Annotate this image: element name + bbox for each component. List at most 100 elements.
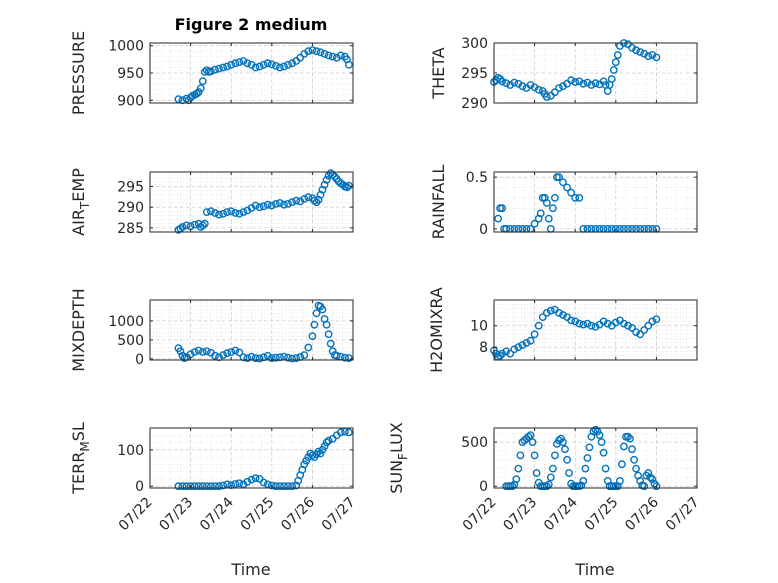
- axes-box: [493, 299, 698, 361]
- data-point: [328, 52, 337, 61]
- data-point: [498, 204, 506, 213]
- data-point: [251, 63, 260, 72]
- data-point: [632, 464, 640, 473]
- data-point: [275, 199, 284, 207]
- data-point: [219, 63, 228, 72]
- data-point: [640, 482, 649, 491]
- data-point: [506, 349, 515, 358]
- data-point: [292, 481, 301, 490]
- data-point: [555, 436, 563, 445]
- data-point: [571, 78, 580, 86]
- data-point: [259, 202, 268, 211]
- data-point: [174, 95, 183, 104]
- data-point: [259, 60, 268, 69]
- data-point: [202, 208, 211, 217]
- data-point: [211, 351, 219, 360]
- data-point: [304, 47, 313, 56]
- data-point: [508, 482, 517, 491]
- data-point: [494, 214, 502, 223]
- data-point: [502, 79, 511, 88]
- data-point: [196, 84, 205, 93]
- data-point: [567, 76, 575, 85]
- data-point: [267, 201, 276, 210]
- data-point: [320, 50, 329, 58]
- data-point: [211, 209, 219, 217]
- data-point: [524, 432, 533, 441]
- data-point: [267, 60, 276, 69]
- data-point: [611, 318, 620, 327]
- data-point: [579, 79, 588, 88]
- panel-mixdepth: 0 500 1000 MIXDEPTH: [69, 288, 354, 372]
- data-point: [567, 316, 575, 325]
- data-point: [583, 454, 592, 462]
- data-point: [243, 354, 252, 362]
- data-point: [336, 428, 345, 437]
- data-point: [314, 447, 323, 456]
- data-point: [227, 207, 236, 216]
- data-point: [243, 59, 252, 68]
- data-point: [231, 346, 240, 355]
- y-axis-label: MIXDEPTH: [69, 288, 88, 371]
- data-point: [322, 438, 331, 447]
- data-point: [312, 47, 321, 56]
- data-point: [211, 65, 219, 74]
- data-point: [567, 188, 575, 197]
- data-point: [565, 469, 573, 477]
- y-axis-label: THETA: [429, 47, 448, 99]
- data-point: [549, 204, 557, 213]
- data-point: [611, 58, 620, 67]
- data-point: [190, 348, 199, 356]
- x-tick-label: 07/24: [541, 494, 581, 534]
- data-point: [198, 348, 207, 356]
- data-point: [322, 320, 331, 329]
- data-point: [263, 200, 272, 209]
- y-tick-label: 290: [461, 96, 488, 112]
- data-point: [178, 351, 187, 360]
- data-point: [235, 479, 244, 488]
- data-point: [235, 209, 244, 218]
- data-point: [198, 221, 207, 230]
- data-point: [595, 431, 604, 439]
- data-point: [628, 445, 636, 454]
- data-point: [636, 330, 645, 339]
- data-point: [613, 51, 622, 59]
- data-point: [652, 53, 661, 62]
- y-tick-label: 0.5: [466, 170, 488, 186]
- x-tick-label: 07/26: [622, 494, 662, 534]
- data-point: [555, 84, 563, 92]
- y-axis-label: TERRMSL: [69, 422, 92, 495]
- figure-title: Figure 2 medium: [175, 15, 328, 34]
- data-point: [530, 330, 539, 339]
- data-point: [344, 181, 353, 190]
- data-point: [536, 209, 545, 218]
- data-point: [182, 221, 191, 230]
- data-point: [640, 326, 649, 334]
- data-point: [200, 219, 209, 228]
- data-point: [607, 75, 616, 83]
- data-point: [626, 434, 634, 443]
- data-point: [542, 199, 551, 207]
- y-axis-label: AIRTEMP: [69, 168, 92, 236]
- data-point: [231, 480, 240, 488]
- data-point: [206, 67, 215, 76]
- data-point: [192, 89, 201, 98]
- data-point: [516, 451, 525, 460]
- data-point: [559, 178, 567, 187]
- data-point: [601, 464, 610, 473]
- data-point: [344, 354, 353, 362]
- x-tick-label: 07/24: [197, 494, 237, 534]
- data-point: [648, 475, 657, 484]
- y-tick-label: 950: [117, 66, 144, 82]
- data-point: [322, 175, 331, 184]
- data-point: [219, 209, 228, 218]
- data-point: [340, 353, 349, 362]
- grid: [149, 427, 354, 488]
- data-point: [263, 59, 272, 68]
- data-point: [288, 482, 296, 491]
- data-point: [292, 354, 301, 362]
- data-point: [630, 455, 638, 464]
- data-point: [587, 321, 596, 330]
- data-point: [202, 347, 211, 356]
- data-point: [316, 48, 325, 57]
